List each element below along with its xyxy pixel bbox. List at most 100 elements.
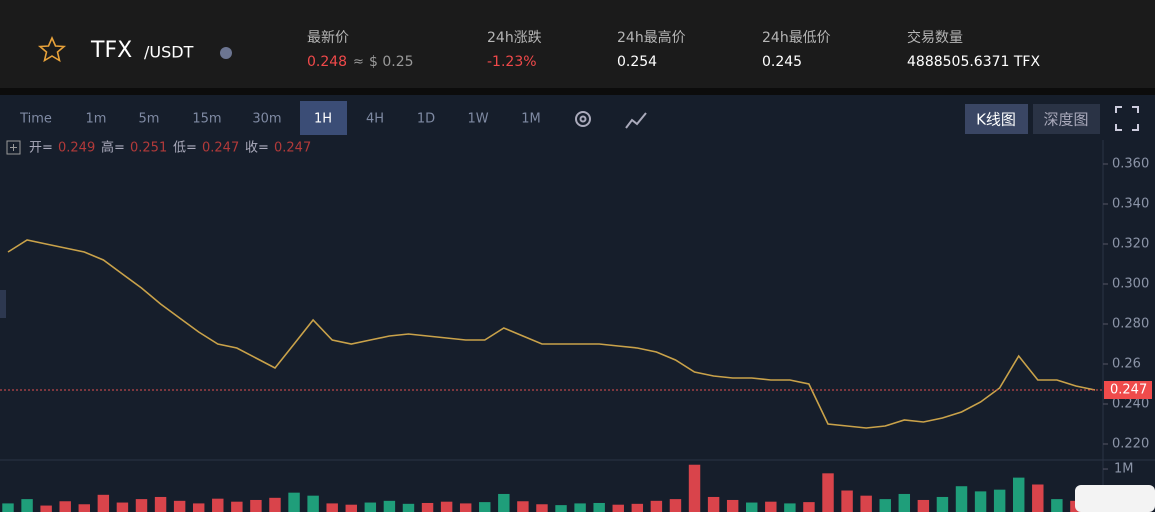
view-btn[interactable] bbox=[1033, 104, 1100, 134]
interval-btn[interactable]: 1M bbox=[521, 112, 541, 127]
info-icon[interactable] bbox=[220, 47, 232, 59]
volume-bar bbox=[364, 502, 377, 512]
ohlc-value: 0.247 bbox=[202, 141, 239, 156]
ohlc-value: 0.251 bbox=[130, 141, 167, 156]
chart-panel bbox=[0, 95, 1155, 512]
y-tick-label: 0.300 bbox=[1112, 277, 1149, 292]
stat-value: -1.23% bbox=[487, 54, 537, 70]
ohlc-label: 高= bbox=[101, 140, 125, 156]
volume-bar bbox=[974, 491, 987, 512]
volume-bar bbox=[955, 486, 968, 512]
volume-bar bbox=[1012, 477, 1025, 512]
interval-btn[interactable]: 1D bbox=[417, 112, 435, 127]
volume-bar bbox=[402, 503, 415, 512]
volume-bar bbox=[307, 495, 319, 512]
favorite-star[interactable] bbox=[37, 36, 67, 63]
view-btn-active[interactable] bbox=[965, 104, 1028, 134]
stat-label: 最新价 bbox=[307, 30, 349, 46]
interval-btn[interactable]: 1H bbox=[314, 112, 332, 127]
interval-btn[interactable]: Time bbox=[19, 112, 52, 127]
legend-toggle-plus bbox=[10, 144, 17, 151]
volume-bar bbox=[97, 494, 110, 512]
settings-icon[interactable] bbox=[575, 111, 591, 127]
volume-bar bbox=[936, 496, 949, 512]
ohlc-value: 0.249 bbox=[58, 141, 95, 156]
volume-bar bbox=[1032, 484, 1044, 512]
active-interval-bg bbox=[300, 101, 347, 135]
volume-bar bbox=[822, 473, 834, 512]
interval-btn[interactable]: 15m bbox=[192, 112, 221, 127]
stat-label: 24h最低价 bbox=[762, 30, 831, 46]
stat-value: 0.248 bbox=[307, 54, 347, 70]
y-tick-label: 0.320 bbox=[1112, 237, 1149, 252]
chat-widget[interactable] bbox=[1075, 485, 1155, 512]
volume-bar bbox=[726, 499, 739, 512]
volume-bar bbox=[345, 504, 357, 512]
ohlc-label: 低= bbox=[173, 141, 197, 156]
ohlc-value: 0.247 bbox=[274, 141, 311, 156]
stat-value: 4888505.6371 TFX bbox=[907, 54, 1040, 70]
volume-bar bbox=[59, 501, 71, 512]
interval-btn[interactable]: 1m bbox=[86, 112, 107, 127]
interval-btn[interactable]: 4H bbox=[366, 112, 384, 127]
interval-btn[interactable]: 5m bbox=[139, 112, 160, 127]
volume-bar bbox=[841, 490, 853, 512]
volume-bar bbox=[154, 496, 167, 512]
interval-btn[interactable]: 1W bbox=[467, 112, 488, 127]
stat-approx: ≈ bbox=[353, 55, 364, 70]
last-price-tag bbox=[1104, 381, 1152, 399]
y-tick-label: 0.280 bbox=[1112, 317, 1149, 332]
side-tab[interactable] bbox=[0, 290, 6, 318]
y-tick-label: 1M bbox=[1114, 462, 1134, 477]
volume-bar bbox=[135, 499, 148, 512]
view-btn-label[interactable]: K线图 bbox=[976, 111, 1016, 129]
interval-btn[interactable]: 30m bbox=[252, 112, 281, 127]
header-bg bbox=[0, 0, 1155, 88]
legend-toggle[interactable] bbox=[6, 140, 21, 155]
volume-bar bbox=[250, 499, 262, 512]
view-btn-label[interactable]: 深度图 bbox=[1043, 111, 1088, 129]
volume-bar bbox=[707, 496, 720, 512]
volume-bar bbox=[631, 503, 644, 512]
volume-bar bbox=[517, 501, 529, 512]
fullscreen-icon[interactable] bbox=[1115, 106, 1139, 131]
volume-bar bbox=[784, 503, 796, 512]
volume-bar bbox=[440, 501, 453, 512]
volume-bar bbox=[650, 500, 663, 512]
ohlc-label: 收= bbox=[245, 141, 269, 156]
y-tick-label: 0.26 bbox=[1112, 357, 1141, 372]
volume-bar bbox=[574, 503, 586, 512]
volume-bar bbox=[593, 502, 605, 512]
price-line bbox=[7, 239, 1096, 429]
symbol: TFX bbox=[90, 38, 132, 63]
volume-bar bbox=[479, 502, 491, 512]
volume-bar bbox=[879, 499, 891, 512]
stat-value: 0.245 bbox=[762, 54, 802, 70]
volume-bar bbox=[898, 493, 911, 512]
y-tick-label: 0.340 bbox=[1112, 197, 1149, 212]
volume-bar bbox=[555, 505, 567, 512]
volume-bar bbox=[173, 500, 186, 512]
volume-bar bbox=[212, 498, 224, 512]
volume-bar bbox=[688, 464, 701, 512]
y-tick-label: 0.220 bbox=[1112, 437, 1149, 452]
volume-bar bbox=[326, 503, 338, 512]
indicator-icon[interactable] bbox=[625, 112, 647, 129]
volume-bar bbox=[993, 489, 1006, 512]
ohlc-label: 开= bbox=[29, 141, 53, 156]
y-tick-label: 0.360 bbox=[1112, 157, 1149, 172]
volume-bar bbox=[1051, 499, 1063, 512]
volume-bar bbox=[669, 499, 682, 512]
volume-bar bbox=[765, 501, 777, 512]
volume-bar bbox=[2, 503, 14, 512]
y-tick-label: 0.240 bbox=[1112, 397, 1149, 412]
quote: /USDT bbox=[144, 43, 194, 62]
stat-label: 24h涨跌 bbox=[487, 30, 542, 46]
volume-bar bbox=[269, 497, 281, 512]
volume-bar bbox=[917, 499, 930, 512]
volume-bar bbox=[78, 504, 91, 512]
stat-label: 24h最高价 bbox=[617, 29, 686, 46]
volume-bar bbox=[288, 492, 300, 512]
volume-bar bbox=[421, 502, 434, 512]
